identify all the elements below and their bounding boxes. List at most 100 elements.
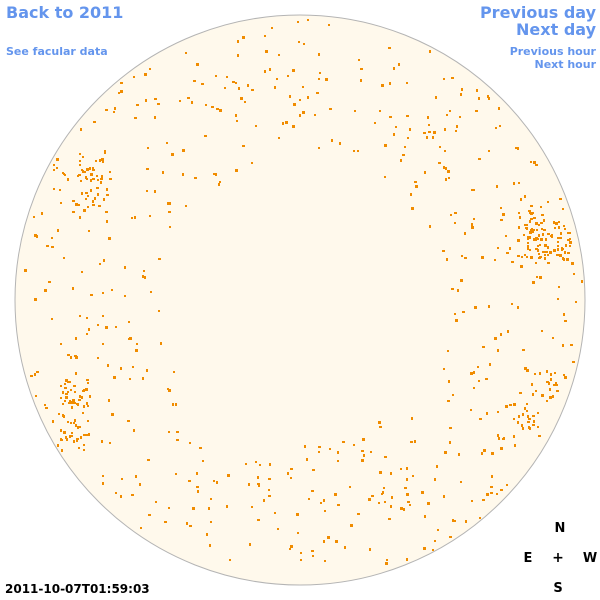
facula-mark — [553, 221, 555, 224]
next-day-link[interactable]: Next day — [516, 20, 596, 39]
facula-mark — [361, 459, 364, 462]
facula-mark — [285, 121, 288, 124]
facula-mark — [188, 480, 191, 482]
facula-mark — [60, 429, 62, 432]
facula-mark — [449, 110, 451, 112]
facula-mark — [150, 291, 152, 293]
facula-mark — [379, 426, 382, 428]
facula-mark — [542, 233, 544, 236]
facula-mark — [509, 247, 511, 250]
facula-mark — [186, 522, 188, 525]
facula-mark — [277, 528, 279, 530]
facula-mark — [349, 486, 351, 488]
facula-mark — [92, 169, 95, 171]
facula-mark — [374, 122, 376, 124]
facula-mark — [361, 450, 364, 452]
facula-mark — [51, 318, 53, 320]
facula-mark — [316, 92, 319, 94]
facula-mark — [103, 198, 105, 201]
facula-mark — [522, 349, 525, 351]
facula-mark — [97, 193, 99, 196]
facula-mark — [443, 495, 445, 498]
facula-mark — [318, 446, 321, 448]
facula-mark — [80, 128, 82, 131]
facula-mark — [145, 99, 147, 102]
facula-mark — [451, 77, 454, 79]
facula-mark — [92, 200, 94, 203]
facula-mark — [80, 436, 82, 439]
facula-mark — [290, 468, 293, 470]
facula-mark — [438, 162, 441, 164]
facula-mark — [476, 89, 478, 92]
facula-mark — [505, 405, 508, 408]
facula-mark — [81, 192, 83, 195]
facula-mark — [268, 495, 271, 497]
facula-mark — [292, 125, 295, 128]
facula-mark — [490, 492, 493, 494]
facula-mark — [535, 164, 538, 166]
facula-mark — [357, 513, 360, 515]
facula-mark — [108, 399, 110, 402]
facula-mark — [65, 396, 68, 399]
facula-mark — [215, 75, 217, 77]
facula-mark — [199, 447, 202, 449]
facula-mark — [83, 444, 85, 446]
facula-mark — [415, 185, 418, 188]
facula-mark — [491, 452, 494, 455]
facula-mark — [244, 101, 246, 103]
facula-mark — [205, 104, 207, 106]
facula-mark — [182, 173, 184, 176]
see-facular-data-link[interactable]: See facular data — [6, 45, 108, 58]
facula-mark — [113, 376, 116, 379]
facula-mark — [411, 207, 414, 210]
facula-mark — [169, 202, 171, 205]
facula-mark — [383, 487, 385, 489]
facula-mark — [168, 389, 171, 392]
facula-mark — [90, 294, 93, 296]
facula-mark — [458, 453, 460, 456]
facula-mark — [67, 421, 69, 423]
facula-mark — [400, 159, 402, 162]
facula-mark — [384, 144, 387, 147]
facula-mark — [149, 68, 151, 70]
facula-mark — [551, 236, 553, 238]
facula-mark — [245, 463, 247, 465]
facula-mark — [538, 224, 540, 226]
back-to-year-link[interactable]: Back to 2011 — [6, 3, 124, 22]
facula-mark — [168, 211, 171, 213]
facula-mark — [314, 114, 316, 116]
facula-mark — [289, 548, 291, 550]
facula-mark — [79, 315, 81, 317]
facula-mark — [409, 504, 411, 506]
previous-hour-link[interactable]: Previous hour — [509, 45, 596, 58]
facula-mark — [99, 263, 101, 265]
facula-mark — [144, 276, 146, 279]
facula-mark — [102, 343, 104, 345]
facula-mark — [479, 517, 481, 519]
facula-mark — [216, 108, 219, 110]
facula-mark — [84, 171, 86, 173]
facula-mark — [287, 472, 289, 475]
faculae-layer — [24, 19, 583, 565]
facula-mark — [132, 366, 134, 368]
facula-mark — [240, 97, 243, 100]
facula-mark — [33, 216, 35, 218]
facula-mark — [363, 454, 365, 457]
facula-mark — [569, 242, 572, 244]
next-hour-link[interactable]: Next hour — [534, 58, 597, 71]
facula-mark — [514, 444, 516, 447]
facula-mark — [471, 500, 473, 502]
facula-mark — [391, 496, 393, 499]
facula-mark — [461, 255, 463, 257]
facula-mark — [530, 256, 533, 259]
facula-mark — [318, 78, 320, 80]
facula-mark — [194, 177, 197, 179]
facula-mark — [115, 326, 117, 328]
facula-mark — [111, 289, 113, 291]
facula-mark — [533, 217, 535, 219]
facula-mark — [166, 142, 168, 144]
facula-mark — [390, 472, 392, 475]
previous-day-link[interactable]: Previous day — [479, 3, 596, 22]
facula-mark — [564, 251, 566, 254]
facula-mark — [515, 147, 517, 149]
